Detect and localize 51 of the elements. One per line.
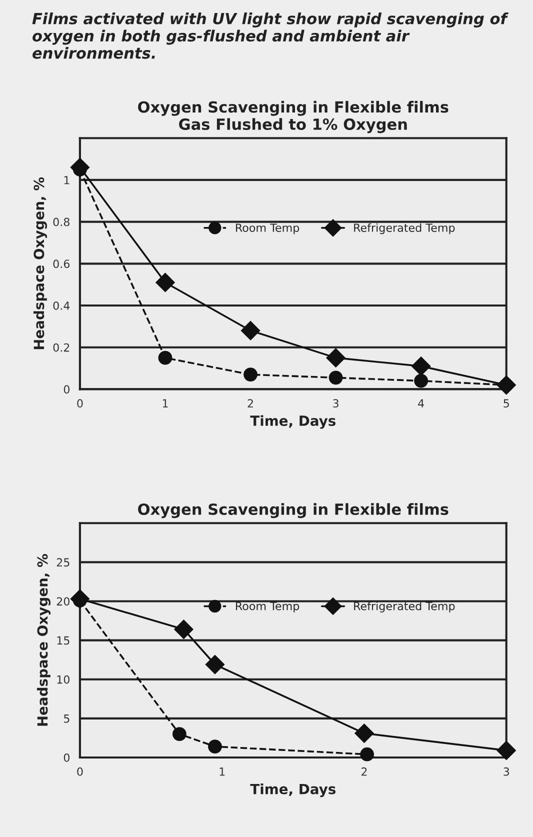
y-tick-label: 0 bbox=[64, 753, 70, 762]
x-axis-title: Time, Days bbox=[250, 415, 336, 429]
x-axis-title: Time, Days bbox=[250, 784, 336, 798]
x-tick-label: 1 bbox=[162, 399, 168, 408]
legend-label: Room Temp bbox=[236, 602, 300, 612]
y-tick-label: 0.2 bbox=[53, 343, 70, 352]
y-axis-title: Headspace Oxygen, % bbox=[36, 554, 51, 726]
x-tick-label: 3 bbox=[333, 399, 338, 408]
point bbox=[156, 272, 175, 292]
x-tick-label: 2 bbox=[361, 767, 367, 776]
point bbox=[70, 589, 90, 608]
y-tick-label: 0 bbox=[64, 385, 70, 394]
point bbox=[360, 747, 374, 762]
point bbox=[326, 348, 346, 368]
point bbox=[205, 654, 225, 674]
y-tick-label: 20 bbox=[56, 597, 70, 606]
y-tick-label: 1 bbox=[64, 176, 70, 184]
x-tick-label: 5 bbox=[504, 399, 509, 408]
y-tick-label: 0.4 bbox=[53, 301, 70, 310]
x-tick-label: 4 bbox=[418, 399, 424, 408]
chart-title: Oxygen Scavenging in Flexible films bbox=[138, 503, 448, 518]
point bbox=[70, 158, 90, 177]
point bbox=[354, 724, 374, 743]
y-tick-label: 10 bbox=[57, 675, 70, 684]
legend-label: Refrigerated Temp bbox=[354, 223, 455, 234]
y-tick-label: 0.8 bbox=[53, 218, 70, 226]
point bbox=[496, 740, 516, 760]
x-tick-label: 2 bbox=[248, 399, 253, 408]
y-tick-label: 15 bbox=[57, 636, 70, 645]
point bbox=[414, 374, 428, 388]
point bbox=[174, 620, 194, 639]
text: Films activated with UV light show rapid scavenging of oxygen in both gas-flushed and ambient air environments. bbox=[32, 12, 508, 59]
y-tick-label: 25 bbox=[56, 558, 70, 567]
legend-label: Room Temp bbox=[236, 224, 300, 234]
point bbox=[158, 350, 172, 365]
point bbox=[496, 375, 516, 395]
x-tick-label: 0 bbox=[77, 767, 83, 776]
point bbox=[172, 727, 186, 741]
chart-title: Oxygen Scavenging in Flexible films Gas Flushed to 1% Oxygen bbox=[138, 100, 448, 134]
point bbox=[208, 740, 222, 754]
point bbox=[244, 368, 258, 382]
legend-label: Refrigerated Temp bbox=[354, 602, 455, 612]
point bbox=[412, 356, 431, 376]
y-axis-title: Headspace Oxygen, % bbox=[33, 177, 47, 350]
y-tick-label: 0.6 bbox=[53, 260, 70, 268]
x-tick-label: 0 bbox=[77, 399, 83, 408]
y-tick-label: 5 bbox=[64, 714, 70, 723]
point bbox=[328, 370, 343, 385]
x-tick-label: 1 bbox=[220, 768, 225, 776]
point bbox=[240, 321, 260, 340]
x-tick-label: 3 bbox=[504, 767, 509, 776]
